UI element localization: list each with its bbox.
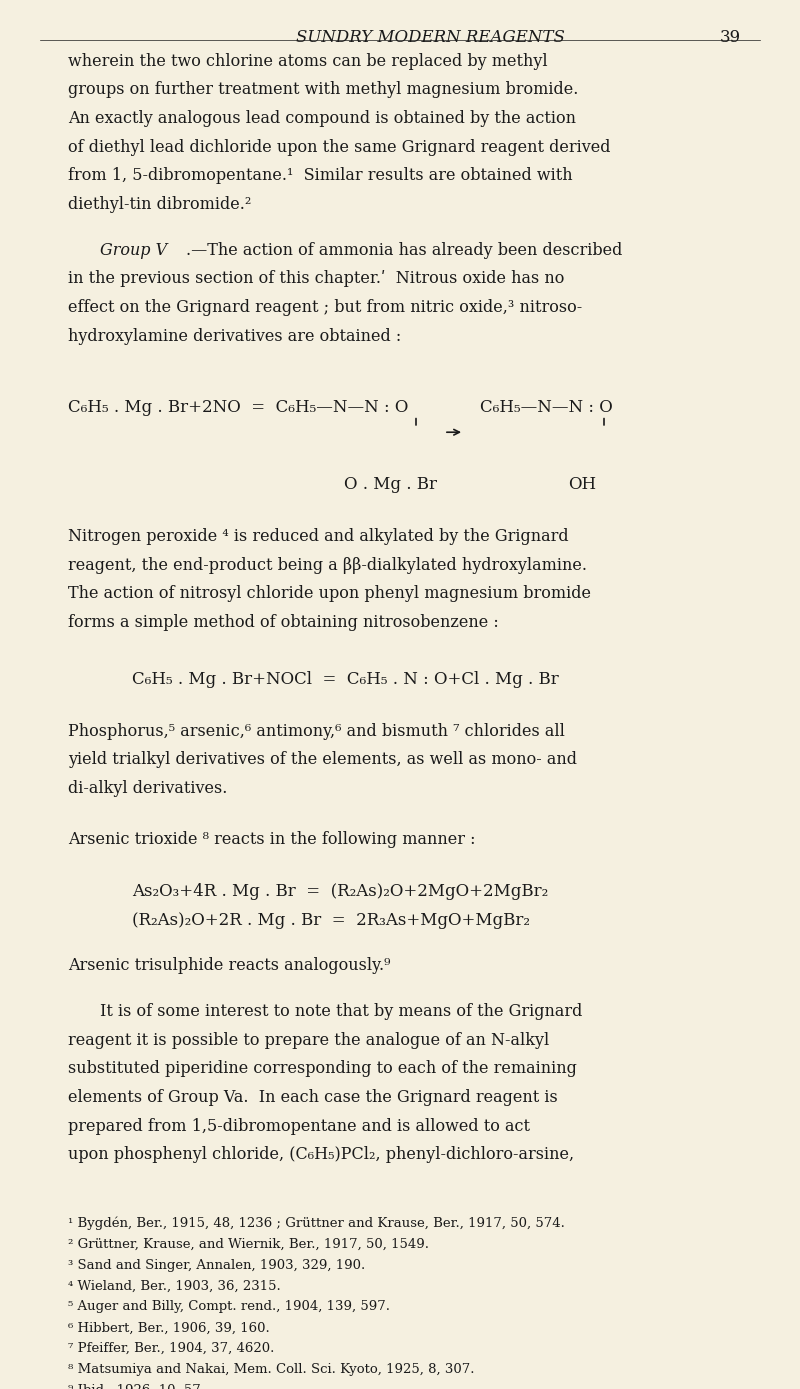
Text: Group V: Group V bbox=[100, 242, 167, 258]
Text: effect on the Grignard reagent ; but from nitric oxide,³ nitroso-: effect on the Grignard reagent ; but fro… bbox=[68, 299, 582, 317]
Text: C₆H₅ . Mg . Br+2NO  =  C₆H₅—N—N : O: C₆H₅ . Mg . Br+2NO = C₆H₅—N—N : O bbox=[68, 399, 408, 417]
Text: 39: 39 bbox=[720, 29, 741, 46]
Text: prepared from 1,5-dibromopentane and is allowed to act: prepared from 1,5-dibromopentane and is … bbox=[68, 1118, 530, 1135]
Text: diethyl-tin dibromide.²: diethyl-tin dibromide.² bbox=[68, 196, 251, 213]
Text: ⁶ Hibbert, Ber., 1906, 39, 160.: ⁶ Hibbert, Ber., 1906, 39, 160. bbox=[68, 1321, 270, 1335]
Text: Arsenic trisulphide reacts analogously.⁹: Arsenic trisulphide reacts analogously.⁹ bbox=[68, 957, 390, 974]
Text: Arsenic trioxide ⁸ reacts in the following manner :: Arsenic trioxide ⁸ reacts in the followi… bbox=[68, 832, 475, 849]
Text: groups on further treatment with methyl magnesium bromide.: groups on further treatment with methyl … bbox=[68, 82, 578, 99]
Text: ⁴ Wieland, Ber., 1903, 36, 2315.: ⁴ Wieland, Ber., 1903, 36, 2315. bbox=[68, 1279, 281, 1293]
Text: It is of some interest to note that by means of the Grignard: It is of some interest to note that by m… bbox=[100, 1003, 582, 1020]
Text: OH: OH bbox=[568, 476, 596, 493]
Text: ² Grüttner, Krause, and Wiernik, Ber., 1917, 50, 1549.: ² Grüttner, Krause, and Wiernik, Ber., 1… bbox=[68, 1238, 429, 1250]
Text: O . Mg . Br: O . Mg . Br bbox=[344, 476, 437, 493]
Text: di-alkyl derivatives.: di-alkyl derivatives. bbox=[68, 779, 227, 797]
Text: SUNDRY MODERN REAGENTS: SUNDRY MODERN REAGENTS bbox=[296, 29, 565, 46]
Text: forms a simple method of obtaining nitrosobenzene :: forms a simple method of obtaining nitro… bbox=[68, 614, 498, 631]
Text: ⁷ Pfeiffer, Ber., 1904, 37, 4620.: ⁷ Pfeiffer, Ber., 1904, 37, 4620. bbox=[68, 1342, 274, 1356]
Text: elements of Group Va.  In each case the Grignard reagent is: elements of Group Va. In each case the G… bbox=[68, 1089, 558, 1106]
Text: ¹ Bygdén, Ber., 1915, 48, 1236 ; Grüttner and Krause, Ber., 1917, 50, 574.: ¹ Bygdén, Ber., 1915, 48, 1236 ; Grüttne… bbox=[68, 1217, 565, 1231]
Text: upon phosphenyl chloride, (C₆H₅)PCl₂, phenyl-dichloro-arsine,: upon phosphenyl chloride, (C₆H₅)PCl₂, ph… bbox=[68, 1146, 574, 1163]
Text: wherein the two chlorine atoms can be replaced by methyl: wherein the two chlorine atoms can be re… bbox=[68, 53, 548, 69]
Text: substituted piperidine corresponding to each of the remaining: substituted piperidine corresponding to … bbox=[68, 1060, 577, 1078]
Text: The action of nitrosyl chloride upon phenyl magnesium bromide: The action of nitrosyl chloride upon phe… bbox=[68, 585, 591, 603]
Text: ⁵ Auger and Billy, Compt. rend., 1904, 139, 597.: ⁵ Auger and Billy, Compt. rend., 1904, 1… bbox=[68, 1300, 390, 1314]
Text: reagent it is possible to prepare the analogue of an N-alkyl: reagent it is possible to prepare the an… bbox=[68, 1032, 550, 1049]
Text: of diethyl lead dichloride upon the same Grignard reagent derived: of diethyl lead dichloride upon the same… bbox=[68, 139, 610, 156]
Text: yield trialkyl derivatives of the elements, as well as mono- and: yield trialkyl derivatives of the elemen… bbox=[68, 751, 577, 768]
Text: ⁹ Ibid., 1926, 10, 57.: ⁹ Ibid., 1926, 10, 57. bbox=[68, 1383, 205, 1389]
Text: Nitrogen peroxide ⁴ is reduced and alkylated by the Grignard: Nitrogen peroxide ⁴ is reduced and alkyl… bbox=[68, 528, 569, 544]
Text: from 1, 5-dibromopentane.¹  Similar results are obtained with: from 1, 5-dibromopentane.¹ Similar resul… bbox=[68, 167, 573, 185]
Text: reagent, the end-product being a ββ-dialkylated hydroxylamine.: reagent, the end-product being a ββ-dial… bbox=[68, 557, 587, 574]
Text: hydroxylamine derivatives are obtained :: hydroxylamine derivatives are obtained : bbox=[68, 328, 402, 344]
Text: ³ Sand and Singer, Annalen, 1903, 329, 190.: ³ Sand and Singer, Annalen, 1903, 329, 1… bbox=[68, 1258, 366, 1271]
Text: .—The action of ammonia has already been described: .—The action of ammonia has already been… bbox=[186, 242, 622, 258]
Text: (R₂As)₂O+2R . Mg . Br  =  2R₃As+MgO+MgBr₂: (R₂As)₂O+2R . Mg . Br = 2R₃As+MgO+MgBr₂ bbox=[132, 911, 530, 929]
Text: As₂O₃+4R . Mg . Br  =  (R₂As)₂O+2MgO+2MgBr₂: As₂O₃+4R . Mg . Br = (R₂As)₂O+2MgO+2MgBr… bbox=[132, 883, 548, 900]
Text: ⁸ Matsumiya and Nakai, Mem. Coll. Sci. Kyoto, 1925, 8, 307.: ⁸ Matsumiya and Nakai, Mem. Coll. Sci. K… bbox=[68, 1363, 474, 1376]
Text: Phosphorus,⁵ arsenic,⁶ antimony,⁶ and bismuth ⁷ chlorides all: Phosphorus,⁵ arsenic,⁶ antimony,⁶ and bi… bbox=[68, 722, 565, 739]
Text: An exactly analogous lead compound is obtained by the action: An exactly analogous lead compound is ob… bbox=[68, 110, 576, 126]
Text: in the previous section of this chapter.ʹ  Nitrous oxide has no: in the previous section of this chapter.… bbox=[68, 271, 564, 288]
Text: C₆H₅—N—N : O: C₆H₅—N—N : O bbox=[480, 399, 613, 417]
Text: C₆H₅ . Mg . Br+NOCl  =  C₆H₅ . N : O+Cl . Mg . Br: C₆H₅ . Mg . Br+NOCl = C₆H₅ . N : O+Cl . … bbox=[132, 671, 558, 688]
